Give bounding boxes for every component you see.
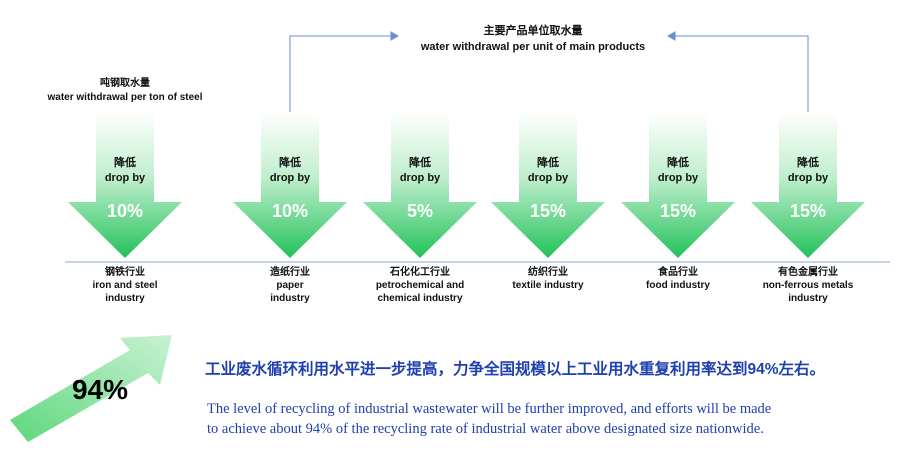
drop-zh: 降低 (279, 155, 301, 169)
industry-zh: 造纸行业 (270, 265, 310, 278)
industry-en: industry (270, 293, 310, 304)
drop-value: 10% (272, 201, 308, 221)
industry-en: paper (276, 280, 303, 291)
drop-arrow (68, 112, 182, 258)
industry-en: iron and steel (92, 280, 157, 291)
drop-zh: 降低 (667, 155, 689, 169)
industry-en: textile industry (512, 280, 584, 291)
drop-arrow (751, 112, 865, 258)
drop-value: 10% (107, 201, 143, 221)
footer-en: to achieve about 94% of the recycling ra… (207, 421, 764, 437)
rise-arrow (10, 335, 172, 442)
industry-en: chemical industry (377, 293, 462, 304)
industry-zh: 纺织行业 (528, 265, 568, 278)
header-zh: 主要产品单位取水量 (484, 23, 583, 37)
footer-zh: 工业废水循环利用水平进一步提高，力争全国规模以上工业用水重复利用率达到94%左右… (205, 359, 825, 378)
badge: 94% (72, 374, 128, 405)
connector (289, 31, 809, 112)
drop-zh: 降低 (797, 155, 819, 169)
drop-arrow (491, 112, 605, 258)
industry-zh: 食品行业 (657, 265, 698, 278)
connector-head (390, 31, 400, 41)
drop-en: drop by (270, 172, 311, 184)
drop-en: drop by (400, 172, 441, 184)
industry-en: food industry (646, 280, 710, 291)
connector-line (289, 35, 398, 112)
industry-en: petrochemical and (376, 280, 464, 291)
industry-en: industry (105, 293, 145, 304)
steel-label-zh: 吨钢取水量 (100, 76, 150, 89)
drop-zh: 降低 (114, 155, 136, 169)
drop-arrow (621, 112, 735, 258)
drop-en: drop by (788, 172, 829, 184)
steel-label-en: water withdrawal per ton of steel (46, 92, 202, 103)
arrow-group: 降低 drop by 10% 钢铁行业 iron and steel industry 降低… (68, 112, 865, 304)
drop-arrow (363, 112, 477, 258)
drop-arrow (233, 112, 347, 258)
footer-en: The level of recycling of industrial was… (207, 401, 771, 417)
drop-en: drop by (105, 172, 146, 184)
industry-zh: 石化化工行业 (389, 265, 450, 278)
industry-zh: 钢铁行业 (105, 265, 145, 278)
industry-zh: 有色金属行业 (778, 265, 838, 278)
drop-value: 5% (407, 201, 433, 221)
drop-value: 15% (530, 201, 566, 221)
drop-value: 15% (790, 201, 826, 221)
drop-zh: 降低 (537, 155, 559, 169)
drop-en: drop by (658, 172, 699, 184)
drop-en: drop by (528, 172, 569, 184)
drop-zh: 降低 (409, 155, 431, 169)
drop-value: 15% (660, 201, 696, 221)
connector-head (666, 31, 676, 41)
header-en: water withdrawal per unit of main produc… (420, 41, 645, 53)
industry-en: industry (788, 293, 828, 304)
connector-line (668, 35, 809, 112)
industry-en: non-ferrous metals (763, 280, 854, 291)
